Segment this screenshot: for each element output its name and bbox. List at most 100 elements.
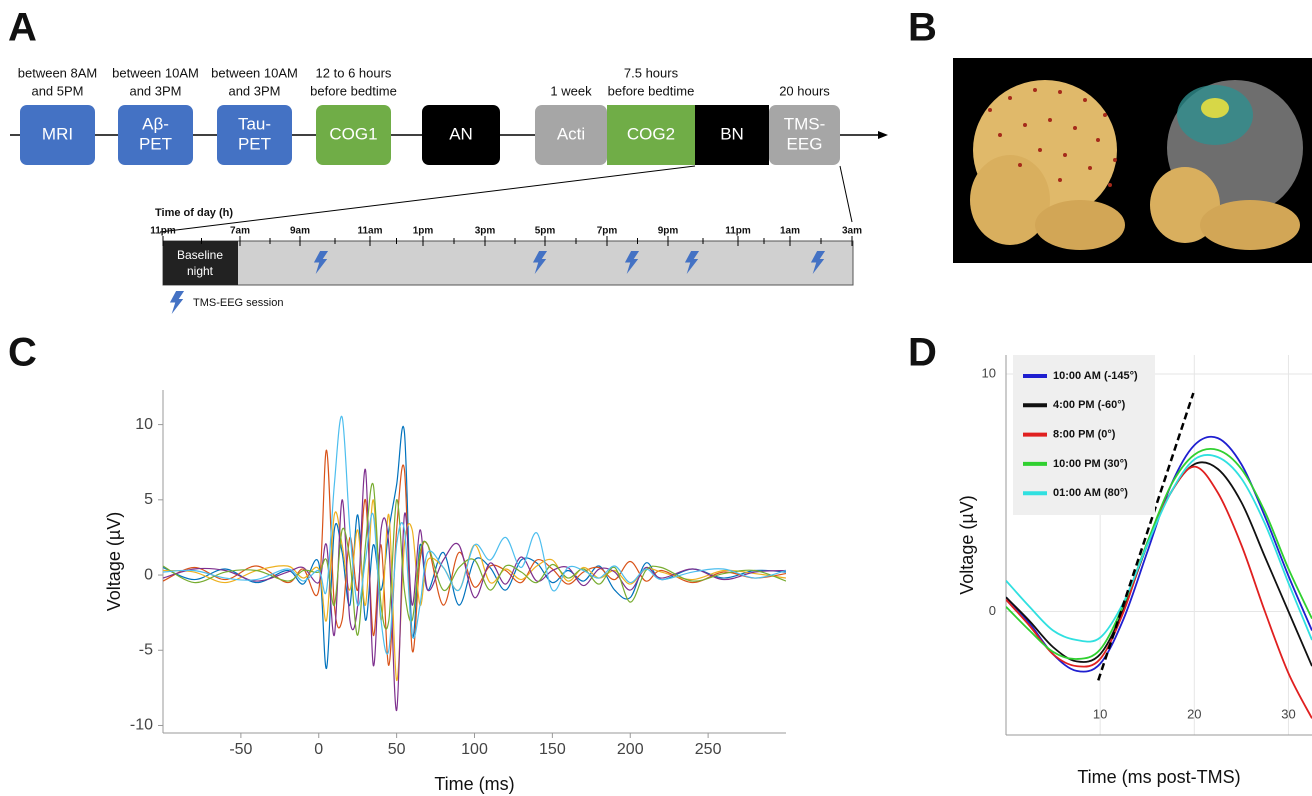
y-tick-label: 10 bbox=[982, 365, 996, 380]
step-label: Aβ- bbox=[142, 114, 169, 133]
hour-label: 1am bbox=[780, 226, 800, 237]
legend-label: 10:00 PM (30°) bbox=[1053, 458, 1128, 470]
x-tick-label: 100 bbox=[461, 741, 488, 758]
step-note: and 3PM bbox=[228, 83, 280, 98]
series-line bbox=[1006, 453, 1312, 643]
series-group bbox=[1006, 435, 1312, 719]
zoom-line bbox=[159, 165, 696, 233]
panel-label: C bbox=[8, 331, 37, 375]
y-tick-label: 10 bbox=[135, 416, 153, 433]
y-tick-label: 5 bbox=[144, 491, 153, 508]
series-line bbox=[163, 415, 786, 655]
x-axis-label: Time (ms post-TMS) bbox=[1077, 767, 1240, 787]
step-note: between 10AM bbox=[211, 65, 298, 80]
legend-label: 4:00 PM (-60°) bbox=[1053, 399, 1126, 411]
step-note: between 8AM bbox=[18, 65, 98, 80]
y-tick-label: 0 bbox=[989, 603, 996, 618]
step-label: EEG bbox=[787, 134, 823, 153]
neck bbox=[1200, 200, 1300, 250]
series-group bbox=[163, 415, 786, 712]
step-note: before bedtime bbox=[608, 83, 695, 98]
activation-peak bbox=[1201, 98, 1229, 118]
step-note: between 10AM bbox=[112, 65, 199, 80]
legend-label: 01:00 AM (80°) bbox=[1053, 487, 1128, 499]
head-renderings bbox=[953, 58, 1312, 263]
step-label: MRI bbox=[42, 124, 73, 143]
x-tick-label: 200 bbox=[617, 741, 644, 758]
baseline-label: night bbox=[187, 264, 214, 278]
step-note: and 5PM bbox=[31, 83, 83, 98]
step-label: PET bbox=[238, 134, 271, 153]
legend-icon bbox=[169, 291, 185, 314]
step-note: and 3PM bbox=[129, 83, 181, 98]
series-line bbox=[163, 469, 786, 712]
series-line bbox=[163, 425, 786, 669]
step-label: Acti bbox=[557, 124, 585, 143]
panel-label: A bbox=[8, 6, 37, 50]
y-tick-label: -10 bbox=[130, 717, 153, 734]
x-tick-label: -50 bbox=[229, 741, 252, 758]
hour-label: 3pm bbox=[475, 226, 496, 237]
step-box bbox=[422, 105, 500, 165]
arrow-head bbox=[878, 131, 888, 139]
x-tick-label: 50 bbox=[388, 741, 406, 758]
step-label: COG2 bbox=[627, 124, 675, 143]
step-box bbox=[695, 105, 769, 165]
hour-label: 11pm bbox=[150, 226, 176, 237]
hour-label: 9pm bbox=[658, 226, 679, 237]
step-box bbox=[20, 105, 95, 165]
zoom-band bbox=[162, 240, 854, 286]
neck bbox=[1035, 200, 1125, 250]
step-box bbox=[769, 105, 840, 165]
step-box bbox=[607, 105, 695, 165]
step-note: 7.5 hours bbox=[624, 65, 679, 80]
x-tick-label: 250 bbox=[695, 741, 722, 758]
step-label: AN bbox=[449, 124, 473, 143]
hour-label: 5pm bbox=[535, 226, 556, 237]
step-box bbox=[316, 105, 391, 165]
face bbox=[970, 155, 1050, 245]
x-tick-label: 150 bbox=[539, 741, 566, 758]
hour-label: 7am bbox=[230, 226, 250, 237]
y-tick-label: -5 bbox=[139, 641, 153, 658]
step-note: before bedtime bbox=[310, 83, 397, 98]
panel-label: D bbox=[908, 331, 937, 375]
timeline: Time of day (h) Baseline night TMS-EEG s… bbox=[10, 65, 888, 314]
trend-line bbox=[1097, 392, 1195, 681]
step-label: Tau- bbox=[238, 114, 271, 133]
x-axis-label: Time (ms) bbox=[434, 774, 514, 794]
step-label: PET bbox=[139, 134, 172, 153]
hour-label: 11am bbox=[357, 226, 382, 237]
y-axis-label: Voltage (µV) bbox=[957, 495, 977, 594]
zoom-axis-title: Time of day (h) bbox=[155, 207, 233, 219]
electrodes bbox=[988, 88, 1117, 187]
series-line bbox=[1006, 447, 1312, 660]
baseline-label: Baseline bbox=[177, 248, 223, 262]
series-line bbox=[163, 482, 786, 636]
legend-label: TMS-EEG session bbox=[193, 297, 283, 309]
baseline-night bbox=[163, 241, 238, 285]
zoom-line bbox=[839, 165, 853, 223]
hour-label: 7pm bbox=[597, 226, 618, 237]
hour-label: 1pm bbox=[413, 226, 434, 237]
step-label: BN bbox=[720, 124, 744, 143]
hour-label: 11pm bbox=[725, 226, 751, 237]
step-box bbox=[118, 105, 193, 165]
series-line bbox=[163, 499, 786, 681]
series-line bbox=[163, 449, 786, 666]
hour-label: 3am bbox=[842, 226, 862, 237]
legend-label: 8:00 PM (0°) bbox=[1053, 429, 1116, 441]
y-tick-label: 0 bbox=[144, 566, 153, 583]
y-axis-label: Voltage (µV) bbox=[104, 512, 124, 611]
step-note: 12 to 6 hours bbox=[316, 65, 392, 80]
legend-label: 10:00 AM (-145°) bbox=[1053, 370, 1138, 382]
step-label: TMS- bbox=[784, 114, 826, 133]
step-label: COG1 bbox=[329, 124, 377, 143]
step-box bbox=[535, 105, 607, 165]
hour-label: 9am bbox=[290, 226, 310, 237]
series-line bbox=[1006, 465, 1312, 719]
